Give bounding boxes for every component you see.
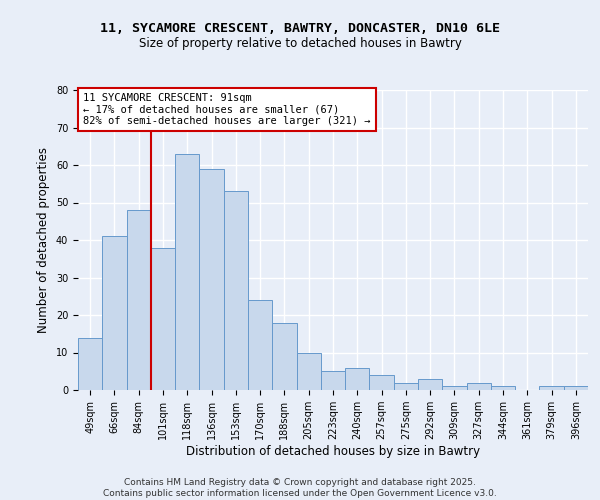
Bar [491, 386, 515, 390]
Bar [370, 375, 394, 390]
Bar [175, 154, 199, 390]
Bar [151, 248, 175, 390]
Text: 11 SYCAMORE CRESCENT: 91sqm
← 17% of detached houses are smaller (67)
82% of sem: 11 SYCAMORE CRESCENT: 91sqm ← 17% of det… [83, 93, 371, 126]
Bar [394, 382, 418, 390]
Bar [102, 236, 127, 390]
Bar [467, 382, 491, 390]
Bar [296, 352, 321, 390]
Bar [78, 338, 102, 390]
Bar [321, 371, 345, 390]
Bar [248, 300, 272, 390]
Text: Size of property relative to detached houses in Bawtry: Size of property relative to detached ho… [139, 38, 461, 51]
Bar [418, 379, 442, 390]
Text: Contains HM Land Registry data © Crown copyright and database right 2025.
Contai: Contains HM Land Registry data © Crown c… [103, 478, 497, 498]
Bar [345, 368, 370, 390]
Y-axis label: Number of detached properties: Number of detached properties [37, 147, 50, 333]
Bar [539, 386, 564, 390]
Bar [199, 169, 224, 390]
Bar [224, 191, 248, 390]
Bar [272, 322, 296, 390]
Text: 11, SYCAMORE CRESCENT, BAWTRY, DONCASTER, DN10 6LE: 11, SYCAMORE CRESCENT, BAWTRY, DONCASTER… [100, 22, 500, 36]
Bar [127, 210, 151, 390]
X-axis label: Distribution of detached houses by size in Bawtry: Distribution of detached houses by size … [186, 445, 480, 458]
Bar [442, 386, 467, 390]
Bar [564, 386, 588, 390]
